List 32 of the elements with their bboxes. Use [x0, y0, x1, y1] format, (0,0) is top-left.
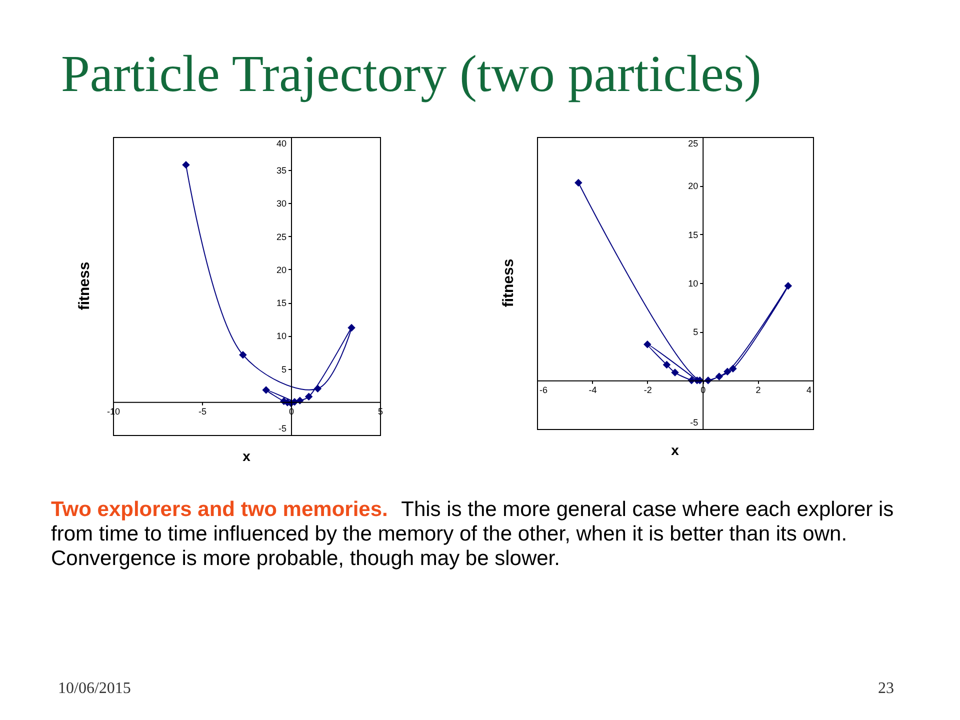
x-tick-label: 2	[756, 384, 761, 395]
x-tick-label: -6	[540, 384, 548, 395]
y-tick-label: 5	[693, 327, 698, 338]
y-tick-label: 35	[276, 166, 286, 176]
y-tick-label: 15	[276, 298, 286, 308]
y-tick-label: -5	[278, 424, 286, 434]
y-tick-label: 5	[281, 364, 286, 374]
text: This is the more general case where each explorer is	[401, 498, 894, 521]
x-axis-title: x	[671, 442, 680, 458]
y-tick-label: 25	[276, 232, 286, 242]
y-tick-label: 25	[688, 138, 698, 148]
y-tick-label: 20	[276, 264, 286, 275]
y-tick-label: 10	[688, 278, 698, 288]
x-tick-label: -2	[644, 384, 652, 395]
y-tick-label: -5	[690, 418, 698, 428]
x-tick-label: -5	[198, 406, 207, 416]
text: from time to time influenced by the memory of the other, when it is better than its own.	[51, 522, 848, 546]
text: Particle Trajectory (two particles)	[61, 46, 762, 103]
y-tick-label: 30	[276, 198, 286, 209]
y-tick-label: 10	[276, 331, 286, 342]
y-tick-label: 15	[688, 230, 698, 240]
x-tick-label: -4	[588, 384, 597, 395]
y-axis-title: fitness	[500, 258, 517, 308]
y-axis-title: fitness	[76, 262, 93, 310]
x-axis-title: x	[242, 448, 251, 464]
y-tick-label: 40	[276, 138, 286, 148]
text: Two explorers and two memories.	[51, 498, 388, 521]
y-tick-label: 20	[688, 181, 698, 192]
x-tick-label: 4	[806, 384, 812, 395]
text: 10/06/2015	[58, 680, 131, 697]
text: 23	[878, 680, 894, 697]
text: Convergence is more probable, though may be slower.	[51, 547, 560, 570]
